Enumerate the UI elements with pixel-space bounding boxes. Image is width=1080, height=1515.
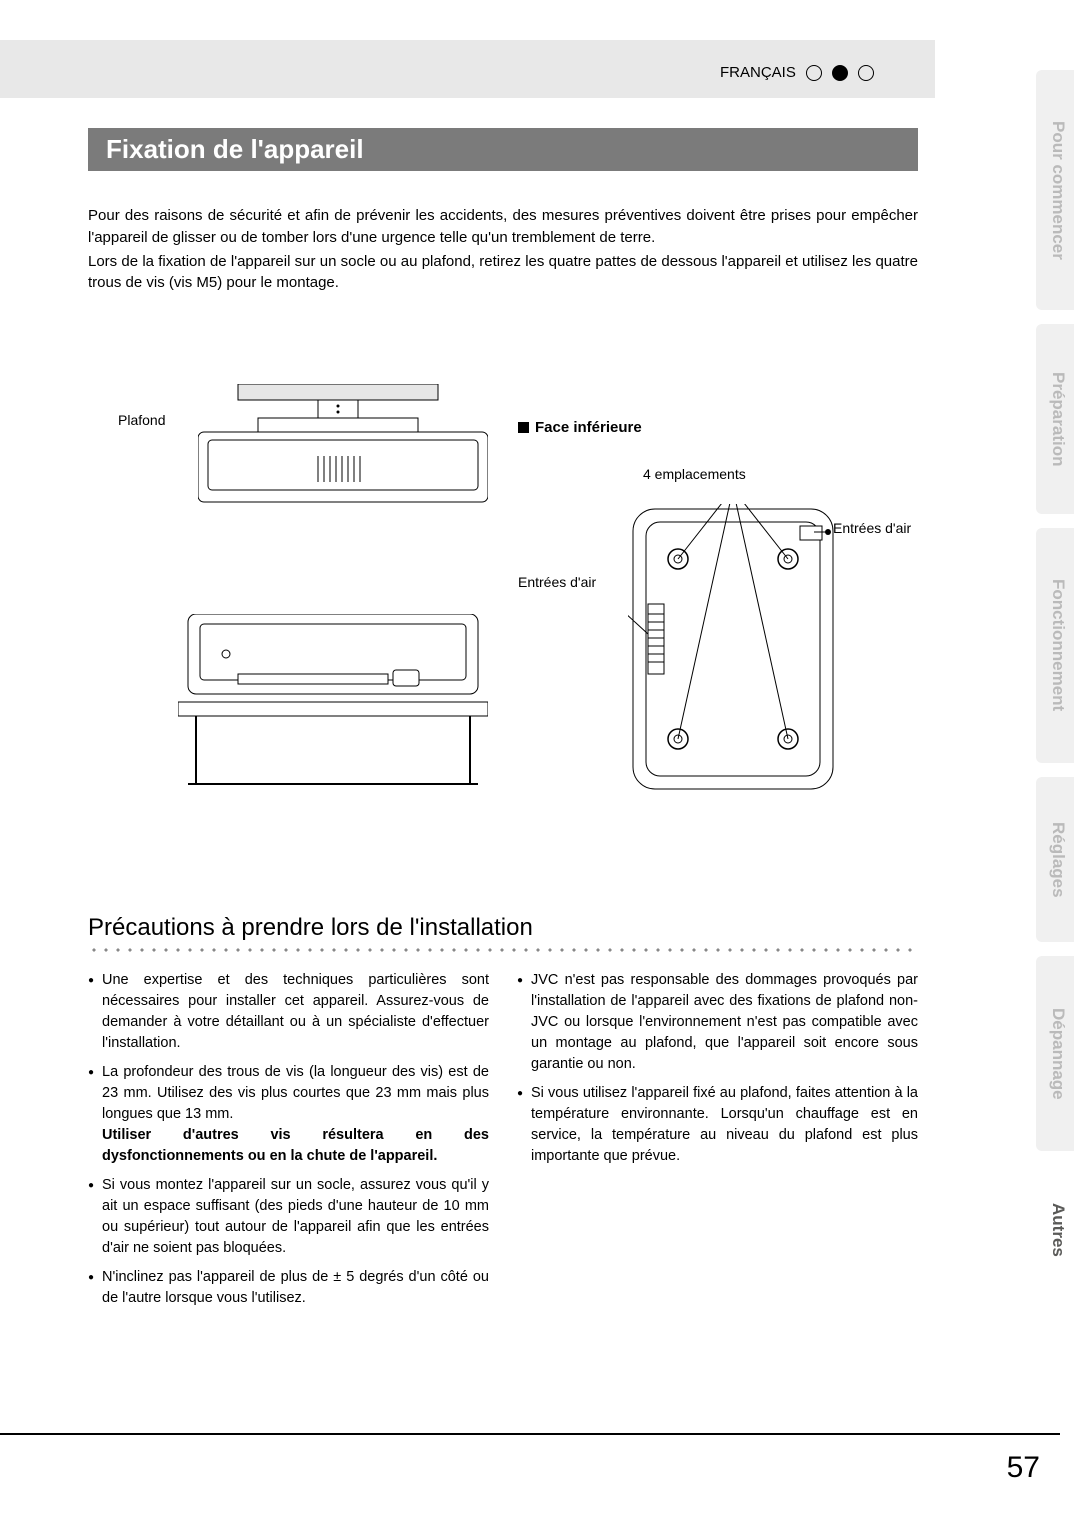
installation-diagram: Plafond [88,384,918,864]
label-4-emplacements: 4 emplacements [643,466,746,482]
label-face-inferieure: Face inférieure [518,419,642,436]
precautions-columns: Une expertise et des techniques particul… [88,970,918,1317]
intro-p2: Lors de la fixation de l'appareil sur un… [88,251,918,295]
side-tab[interactable]: Fonctionnement [1036,528,1074,763]
precaution-item: JVC n'est pas responsable des dommages p… [517,970,918,1075]
side-tab[interactable]: Préparation [1036,324,1074,514]
bullet-icon [88,970,102,1054]
footer-rule [0,1433,1060,1435]
precaution-text: Une expertise et des techniques particul… [102,970,489,1054]
precaution-item: Une expertise et des techniques particul… [88,970,489,1054]
label-entrees-air-right: Entrées d'air [833,519,911,537]
lang-dot-2 [832,65,848,81]
bullet-icon [517,970,531,1075]
language-label: FRANÇAIS [720,64,796,81]
lang-dot-3 [858,65,874,81]
side-tabs: Pour commencer Préparation Fonctionnement R… [964,70,1074,1295]
bullet-icon [88,1267,102,1309]
square-bullet-icon [518,422,529,433]
bottom-panel-illustration [628,504,838,794]
side-tab[interactable]: Réglages [1036,777,1074,942]
precaution-text: N'inclinez pas l'appareil de plus de ± 5… [102,1267,489,1309]
precaution-text: Si vous utilisez l'appareil fixé au plaf… [531,1083,918,1167]
precaution-text: La profondeur des trous de vis (la longu… [102,1062,489,1167]
precaution-text: Si vous montez l'appareil sur un socle, … [102,1175,489,1259]
precaution-text: JVC n'est pas responsable des dommages p… [531,970,918,1075]
intro-text: Pour des raisons de sécurité et afin de … [88,205,918,294]
bullet-icon [517,1083,531,1167]
label-entrees-air-left: Entrées d'air [518,574,596,590]
precautions-right: JVC n'est pas responsable des dommages p… [517,970,918,1317]
side-tab[interactable]: Dépannage [1036,956,1074,1151]
lang-dot-1 [806,65,822,81]
page-number: 57 [1007,1451,1040,1485]
bullet-icon [88,1062,102,1167]
intro-p1: Pour des raisons de sécurité et afin de … [88,205,918,249]
stand-mount-illustration [178,614,488,814]
bullet-icon [88,1175,102,1259]
precaution-item: Si vous utilisez l'appareil fixé au plaf… [517,1083,918,1167]
precautions-left: Une expertise et des techniques particul… [88,970,489,1317]
language-indicator: FRANÇAIS [720,64,874,81]
section-title: Fixation de l'appareil [88,128,918,171]
precaution-item: N'inclinez pas l'appareil de plus de ± 5… [88,1267,489,1309]
subheading: Précautions à prendre lors de l'installa… [88,914,918,942]
side-tab[interactable]: Pour commencer [1036,70,1074,310]
dotted-separator [88,946,918,954]
precaution-item: La profondeur des trous de vis (la longu… [88,1062,489,1167]
side-tab[interactable]: Autres [1036,1165,1074,1295]
label-plafond: Plafond [118,412,165,428]
ceiling-mount-illustration [198,384,488,584]
page-content: Fixation de l'appareil Pour des raisons … [88,128,918,1317]
precaution-item: Si vous montez l'appareil sur un socle, … [88,1175,489,1259]
